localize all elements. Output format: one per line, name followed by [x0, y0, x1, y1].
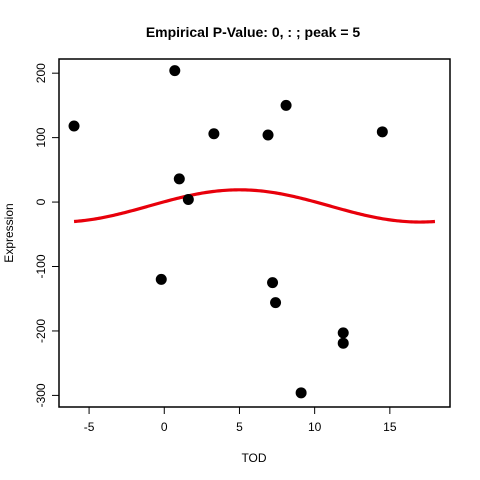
- x-axis-label: TOD: [241, 451, 266, 465]
- fit-curve: [74, 190, 435, 222]
- data-point: [183, 194, 194, 205]
- chart-title: Empirical P-Value: 0, : ; peak = 5: [146, 24, 361, 40]
- data-point: [338, 338, 349, 349]
- data-point: [267, 277, 278, 288]
- y-tick-label: -300: [34, 383, 48, 407]
- data-point: [270, 297, 281, 308]
- points-layer: [69, 65, 388, 398]
- y-tick-label: -200: [34, 319, 48, 343]
- data-point: [69, 121, 80, 132]
- x-tick-label: 15: [383, 420, 397, 434]
- data-point: [208, 128, 219, 139]
- data-point: [296, 387, 307, 398]
- y-tick-label: 200: [34, 63, 48, 83]
- x-tick-label: 10: [308, 420, 322, 434]
- plot-frame: [59, 59, 450, 407]
- y-axis: -300 -200 -100 0 100 200: [34, 63, 59, 408]
- data-point: [377, 126, 388, 137]
- y-axis-label: Expression: [2, 203, 16, 262]
- y-tick-label: 0: [34, 198, 48, 205]
- x-tick-label: 0: [161, 420, 168, 434]
- data-point: [338, 327, 349, 338]
- fit-curve-layer: [74, 190, 435, 222]
- data-point: [281, 100, 292, 111]
- y-tick-label: 100: [34, 127, 48, 147]
- y-tick-label: -100: [34, 254, 48, 278]
- x-axis: -5 0 5 10 15: [84, 407, 397, 434]
- data-point: [263, 130, 274, 141]
- x-tick-label: 5: [236, 420, 243, 434]
- x-tick-label: -5: [84, 420, 95, 434]
- data-point: [156, 274, 167, 285]
- data-point: [174, 173, 185, 184]
- data-point: [169, 65, 180, 76]
